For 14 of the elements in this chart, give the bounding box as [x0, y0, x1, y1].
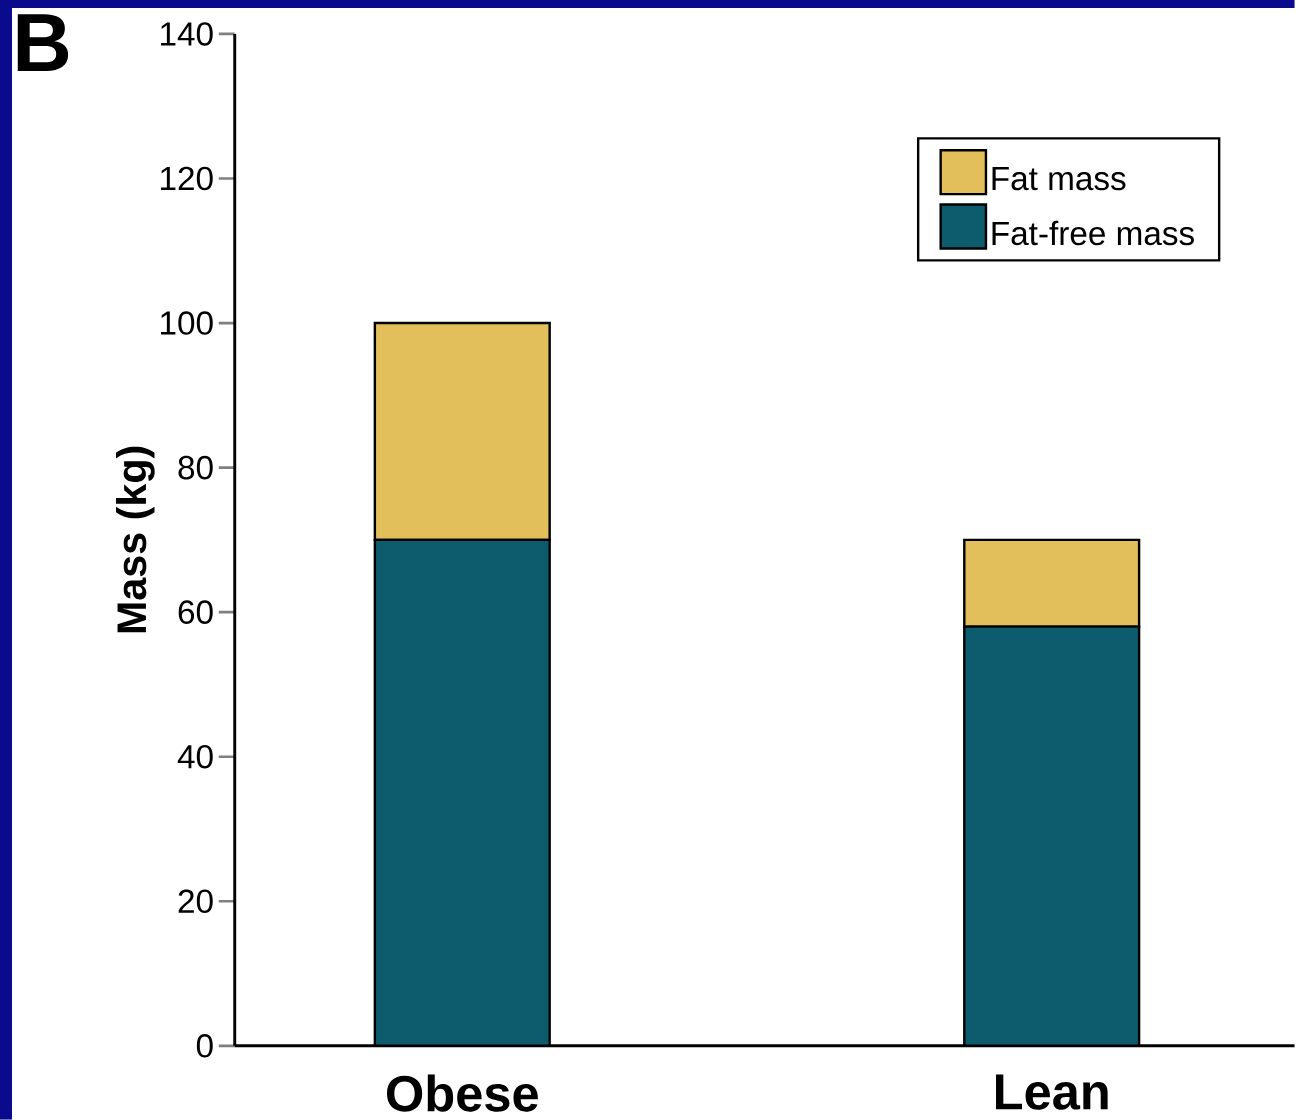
- y-tick-label: 100: [161, 311, 213, 335]
- y-tick-label: 20: [178, 889, 213, 914]
- y-tick-label: 140: [161, 22, 213, 46]
- y-tick-label: 120: [161, 166, 213, 191]
- x-tick-label: Obese: [386, 1074, 538, 1112]
- text: B: [17, 14, 69, 72]
- y-axis-title: Mass (kg): [116, 446, 155, 633]
- y-tick-label: 40: [177, 745, 213, 769]
- y-tick-label: 0: [196, 1034, 213, 1058]
- x-tick-label: Lean: [996, 1074, 1108, 1110]
- y-tick-label: 80: [178, 455, 213, 480]
- legend-label: Fat-free mass: [992, 220, 1194, 246]
- legend-label: Fat mass: [992, 167, 1126, 191]
- y-tick-label: 60: [178, 600, 213, 625]
